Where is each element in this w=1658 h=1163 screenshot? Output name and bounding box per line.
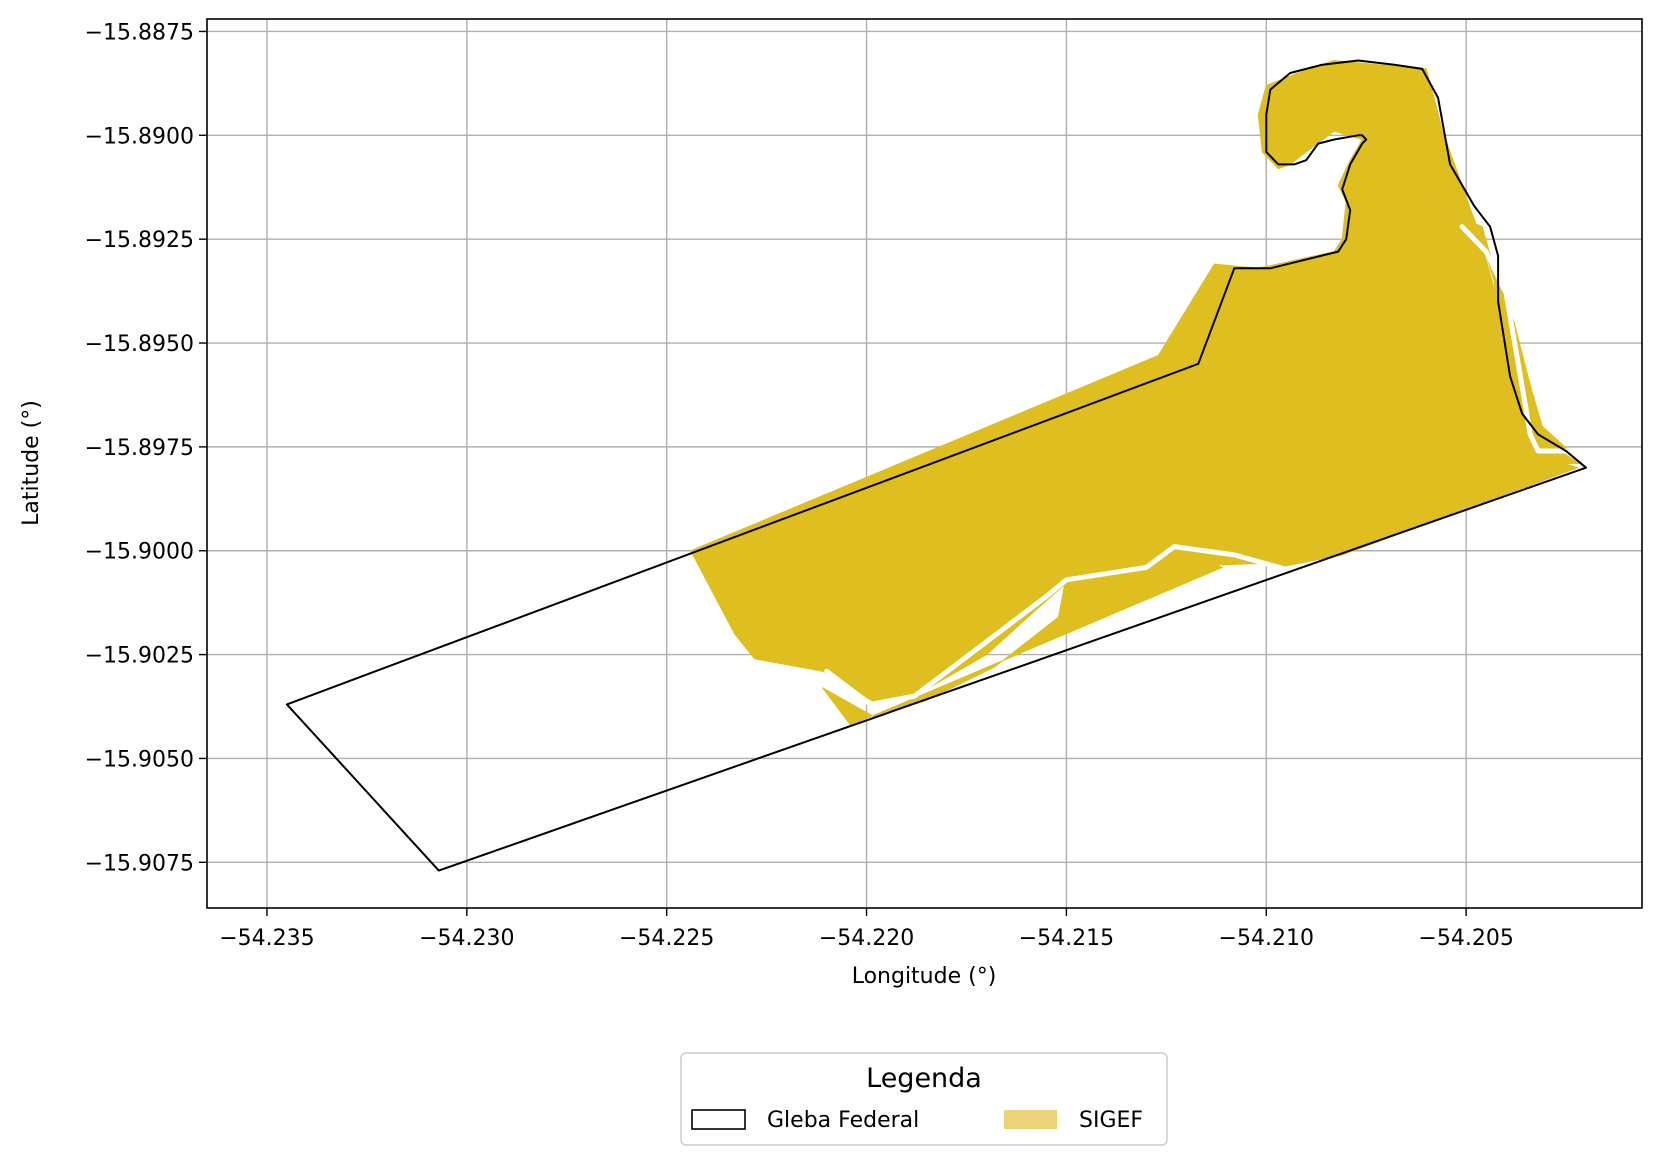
x-tick-label: −54.205 [1418,926,1513,951]
gleba-federal-polygon [285,59,1587,872]
legend-title: Legenda [866,1063,982,1094]
sigef-parcel [822,546,1223,726]
x-tick-label: −54.220 [819,926,914,951]
y-tick-label: −15.9050 [85,747,194,772]
plot-area [206,18,1643,909]
y-tick-label: −15.9075 [85,851,194,876]
x-axis-ticks: −54.235 −54.230 −54.225 −54.220 −54.215 −54.2… [219,908,1514,951]
gleba-federal-layer [285,59,1587,872]
legend-swatch-sigef [1004,1110,1057,1129]
x-tick-label: −54.235 [219,926,314,951]
y-tick-label: −15.8925 [85,228,194,253]
sigef-parcel [1397,72,1583,464]
axes-frame [206,18,1643,909]
x-tick-label: −54.230 [419,926,514,951]
y-tick-label: −15.8875 [85,20,194,45]
sigef-layer [690,60,1583,726]
y-tick-label: −15.9000 [85,540,194,565]
y-tick-label: −15.9025 [85,644,194,669]
y-axis-label: Latitude (°) [19,400,44,526]
x-tick-label: −54.215 [1019,926,1114,951]
legend-swatch-gleba-federal [691,1109,746,1130]
legend: Legenda Gleba Federal SIGEF [680,1052,1168,1146]
road-line [824,544,1297,707]
legend-label-sigef: SIGEF [1079,1108,1143,1133]
x-tick-label: −54.210 [1219,926,1314,951]
y-tick-label: −15.8975 [85,436,194,461]
y-tick-label: −15.8900 [85,124,194,149]
y-axis-ticks: −15.8875 −15.8900 −15.8925 −15.8950 −15.8975… [85,20,207,876]
y-tick-label: −15.8950 [85,332,194,357]
legend-label-gleba-federal: Gleba Federal [767,1108,919,1133]
x-tick-label: −54.225 [619,926,714,951]
x-axis-label: Longitude (°) [852,964,997,989]
